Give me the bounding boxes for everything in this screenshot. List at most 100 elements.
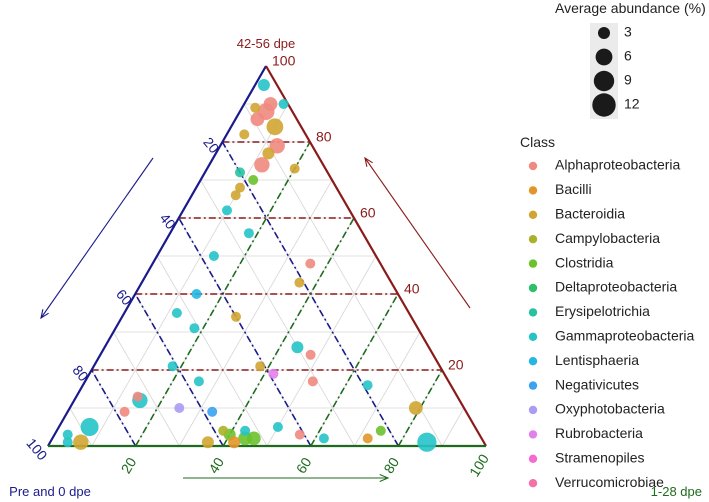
size-legend-dot (593, 70, 615, 92)
data-point (248, 175, 259, 185)
data-points (62, 79, 437, 452)
class-legend-swatch (528, 308, 538, 317)
data-point (243, 228, 254, 239)
data-point (222, 205, 232, 216)
data-point (238, 431, 253, 446)
class-legend-swatch (528, 186, 538, 195)
size-legend-dot (592, 93, 616, 117)
corner-label-top: 42-56 dpe (237, 36, 296, 51)
class-legend-swatch (528, 430, 538, 439)
grid-line (91, 103, 289, 447)
data-point (291, 341, 304, 354)
data-point (289, 163, 300, 174)
tick-label-right-axis: 60 (293, 454, 315, 476)
tick-label-top-axis: 60 (360, 205, 376, 221)
data-point (254, 157, 270, 173)
grid-line (441, 407, 465, 447)
guide-line-right (222, 217, 355, 447)
direction-arrow (40, 157, 154, 319)
data-point (62, 437, 73, 448)
data-point (132, 391, 143, 402)
class-legend: Class Alphaproteobacteria Bacilli Bacteroi… (520, 134, 695, 490)
class-legend-label: Bacteroidia (555, 206, 625, 222)
tick-label-left-axis: 80 (69, 362, 91, 384)
data-point (307, 376, 318, 387)
data-point (255, 361, 266, 372)
grid-line (354, 331, 421, 447)
data-point (174, 403, 185, 413)
size-legend: Average abundance (%) 3 6 9 12 (555, 0, 706, 119)
size-legend-label: 3 (624, 24, 632, 40)
grid-line (179, 179, 333, 447)
data-point (262, 147, 275, 160)
guide-line-right (310, 293, 399, 447)
tick-label-left-axis: 20 (200, 134, 222, 156)
size-legend-dot (598, 27, 610, 39)
data-point (218, 425, 229, 436)
class-legend-swatch (528, 405, 538, 415)
class-legend-swatch (528, 283, 538, 293)
tick-label-top-axis: 100 (272, 53, 296, 69)
data-point (80, 418, 99, 436)
data-point (263, 97, 278, 111)
class-legend-label: Negativicutes (555, 376, 639, 392)
class-legend-swatch (528, 454, 538, 463)
data-point (278, 99, 289, 109)
guide-line-left (178, 217, 312, 447)
data-point (240, 425, 251, 436)
tick-label-left-axis: 60 (113, 286, 135, 308)
data-point (235, 182, 245, 193)
guide-lines (90, 141, 443, 447)
data-point (191, 289, 202, 299)
data-point (189, 323, 200, 334)
grid-line (243, 103, 443, 447)
data-point (362, 380, 373, 391)
direction-arrowhead (40, 309, 49, 320)
class-legend-swatch (528, 235, 538, 244)
data-point (239, 129, 250, 140)
guide-line-left (134, 293, 224, 447)
class-legend-label: Gammaproteobacteria (555, 328, 695, 344)
tick-label-top-axis: 40 (404, 281, 420, 297)
data-point (171, 308, 182, 318)
data-point (228, 436, 241, 449)
corner-label-bottom-right: 1-28 dpe (651, 484, 702, 499)
data-point (375, 425, 386, 436)
class-legend-swatch (528, 210, 538, 219)
tick-label-top-axis: 80 (316, 129, 332, 145)
data-point (235, 167, 245, 178)
data-point (207, 406, 218, 417)
data-point (266, 118, 284, 136)
data-point (167, 361, 178, 372)
tick-label-right-axis: 40 (205, 454, 227, 476)
data-point (119, 406, 130, 417)
data-point (230, 190, 241, 201)
class-legend-label: Lentisphaeria (555, 352, 639, 368)
class-legend-swatch (528, 479, 538, 488)
grid-line (156, 255, 268, 447)
data-point (231, 311, 241, 322)
triangle-frame (47, 65, 487, 448)
data-point (250, 112, 265, 127)
data-point (305, 258, 316, 269)
grid-line (91, 369, 136, 447)
class-legend-swatch (528, 161, 538, 171)
data-point (294, 429, 305, 440)
grid-line (113, 331, 180, 447)
data-point (257, 79, 270, 91)
size-legend-title: Average abundance (%) (555, 0, 706, 16)
class-legend-label: Stramenopiles (555, 450, 645, 466)
class-legend-swatch (528, 357, 538, 366)
class-legend-label: Campylobacteria (555, 230, 660, 246)
data-point (268, 368, 279, 379)
data-point (73, 434, 89, 450)
class-legend-label: Deltaproteobacteria (555, 279, 677, 295)
tick-label-right-axis: 20 (118, 454, 140, 476)
grid-line (266, 255, 377, 447)
class-legend-swatch (528, 381, 538, 390)
data-point (408, 401, 423, 415)
class-legend-label: Bacilli (555, 181, 592, 197)
data-point (193, 376, 204, 387)
tick-label-left-axis: 40 (157, 210, 179, 232)
